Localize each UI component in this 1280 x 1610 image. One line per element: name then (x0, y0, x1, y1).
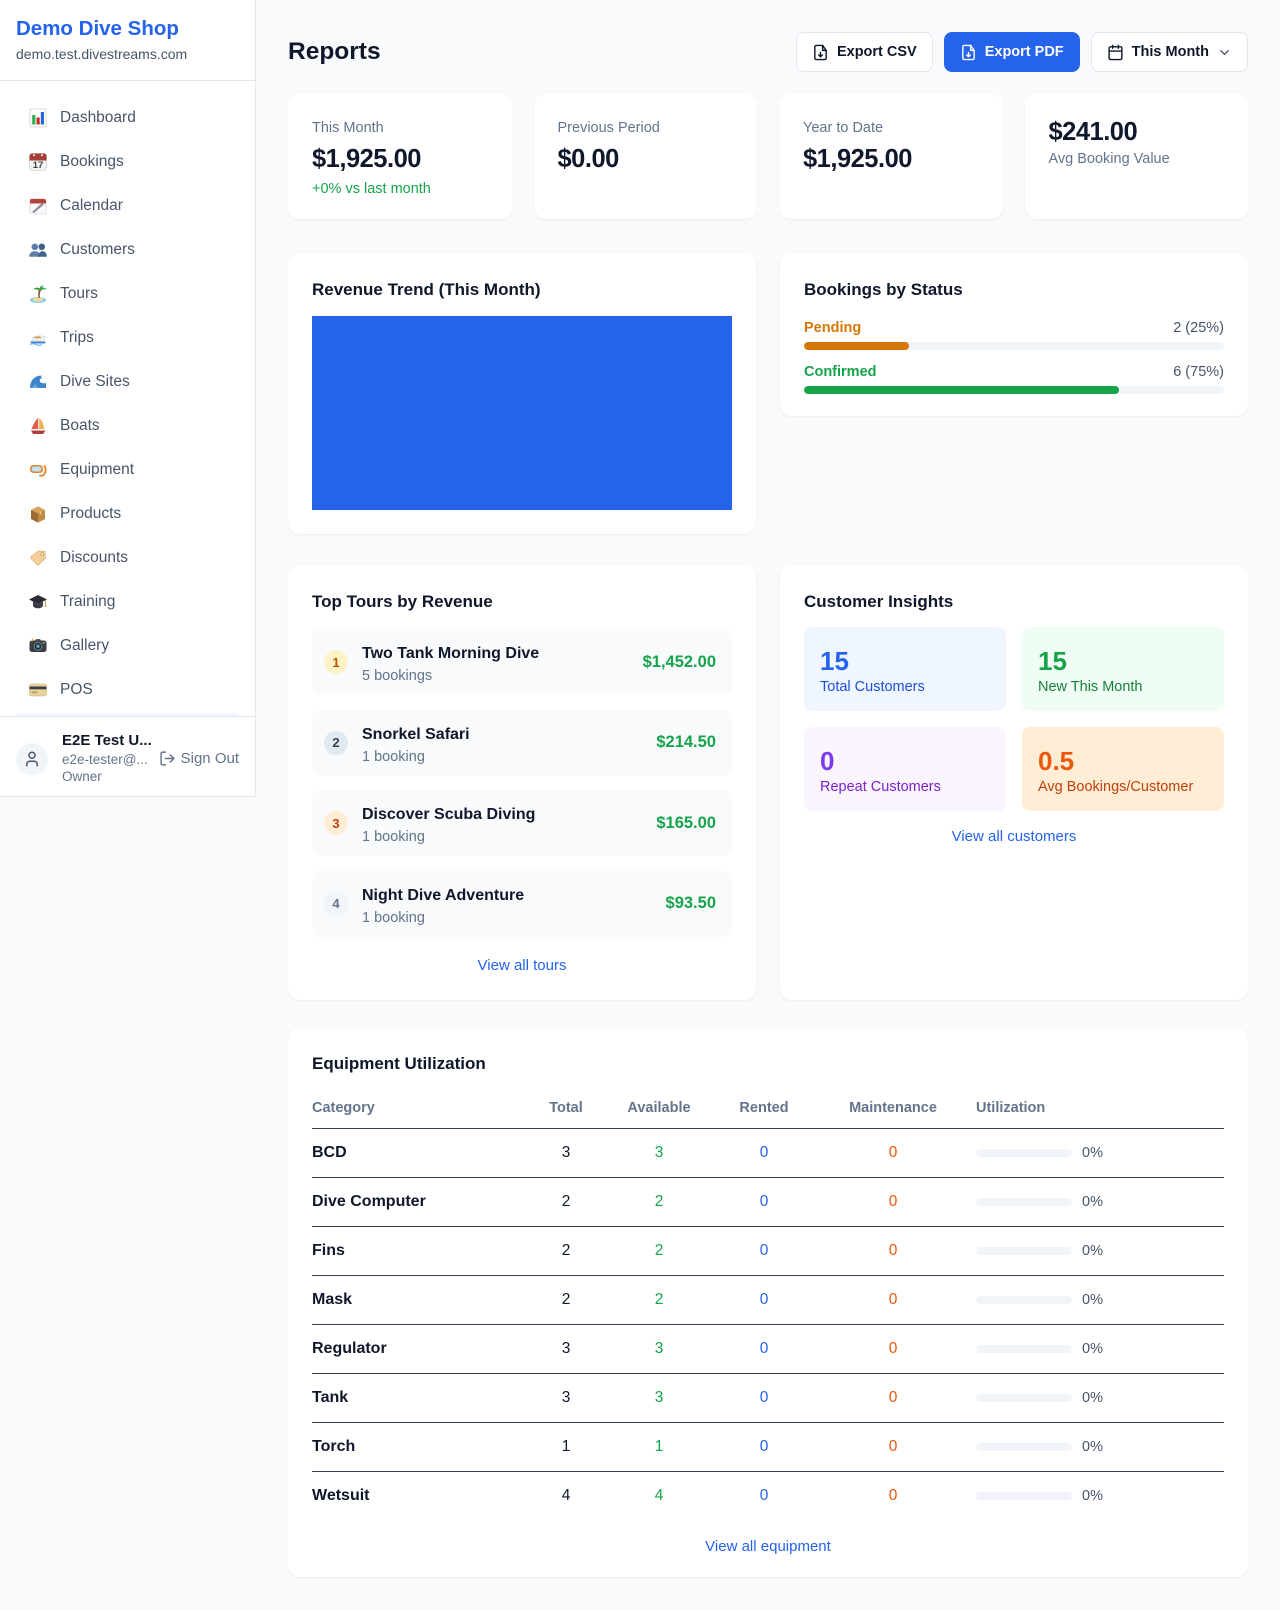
svg-text:17: 17 (33, 160, 44, 171)
